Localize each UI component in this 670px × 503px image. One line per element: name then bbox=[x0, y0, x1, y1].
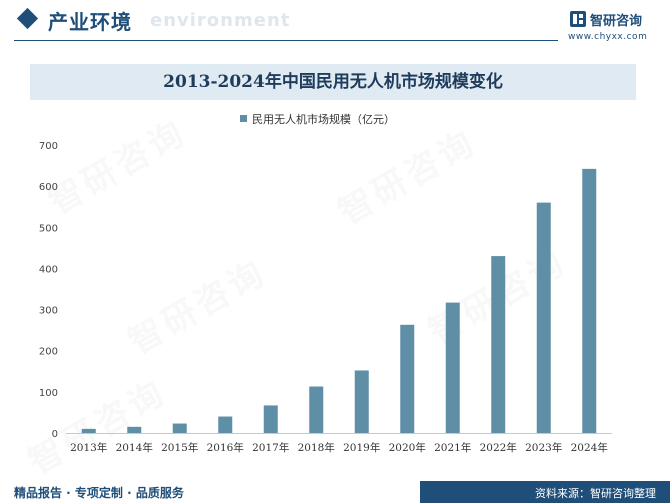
bar bbox=[172, 423, 187, 433]
bar bbox=[127, 426, 142, 433]
x-tick-label: 2024年 bbox=[571, 441, 608, 454]
legend-label: 民用无人机市场规模（亿元） bbox=[252, 113, 395, 126]
y-tick-label: 700 bbox=[39, 141, 58, 152]
section-subtitle: environment bbox=[150, 10, 291, 31]
x-tick-label: 2013年 bbox=[70, 441, 107, 454]
bar bbox=[536, 202, 551, 433]
y-tick-label: 400 bbox=[39, 264, 58, 275]
footer-tagline: 精品报告 · 专项定制 · 品质服务 bbox=[14, 486, 184, 500]
bar bbox=[218, 416, 233, 433]
bar bbox=[400, 324, 415, 433]
logo-name: 智研咨询 bbox=[590, 14, 643, 29]
bar bbox=[582, 168, 597, 433]
logo-url: www.chyxx.com bbox=[568, 32, 648, 42]
bar bbox=[81, 428, 96, 433]
legend-swatch bbox=[240, 115, 247, 122]
y-tick-label: 200 bbox=[39, 347, 58, 358]
chart-title-band: 2013-2024年中国民用无人机市场规模变化 bbox=[30, 64, 636, 100]
y-tick-label: 300 bbox=[39, 306, 58, 317]
x-tick-label: 2023年 bbox=[525, 441, 562, 454]
y-tick-label: 600 bbox=[39, 182, 58, 193]
logo-mark-icon bbox=[570, 11, 586, 27]
x-tick-label: 2021年 bbox=[434, 441, 471, 454]
x-tick-label: 2022年 bbox=[480, 441, 517, 454]
x-tick-label: 2019年 bbox=[343, 441, 380, 454]
x-tick-label: 2014年 bbox=[116, 441, 153, 454]
x-tick-label: 2020年 bbox=[389, 441, 426, 454]
bar bbox=[263, 405, 278, 433]
bar bbox=[354, 370, 369, 433]
section-title: 产业环境 bbox=[48, 10, 132, 34]
bar bbox=[491, 256, 506, 433]
brand-logo: 智研咨询 www.chyxx.com bbox=[566, 8, 666, 44]
x-tick-label: 2017年 bbox=[252, 441, 289, 454]
header: 产业环境 environment 智研咨询 www.chyxx.com bbox=[0, 0, 670, 44]
x-tick-label: 2016年 bbox=[207, 441, 244, 454]
x-tick-label: 2018年 bbox=[298, 441, 335, 454]
y-tick-label: 500 bbox=[39, 223, 58, 234]
chart-title: 2013-2024年中国民用无人机市场规模变化 bbox=[163, 72, 503, 92]
bar bbox=[309, 386, 324, 433]
source-note: 资料来源：智研咨询整理 bbox=[535, 487, 656, 500]
y-tick-label: 100 bbox=[39, 388, 58, 399]
y-tick-label: 0 bbox=[52, 429, 58, 440]
x-tick-label: 2015年 bbox=[161, 441, 198, 454]
footer-left-panel bbox=[0, 478, 420, 503]
header-divider bbox=[14, 40, 558, 41]
bar bbox=[445, 302, 460, 433]
